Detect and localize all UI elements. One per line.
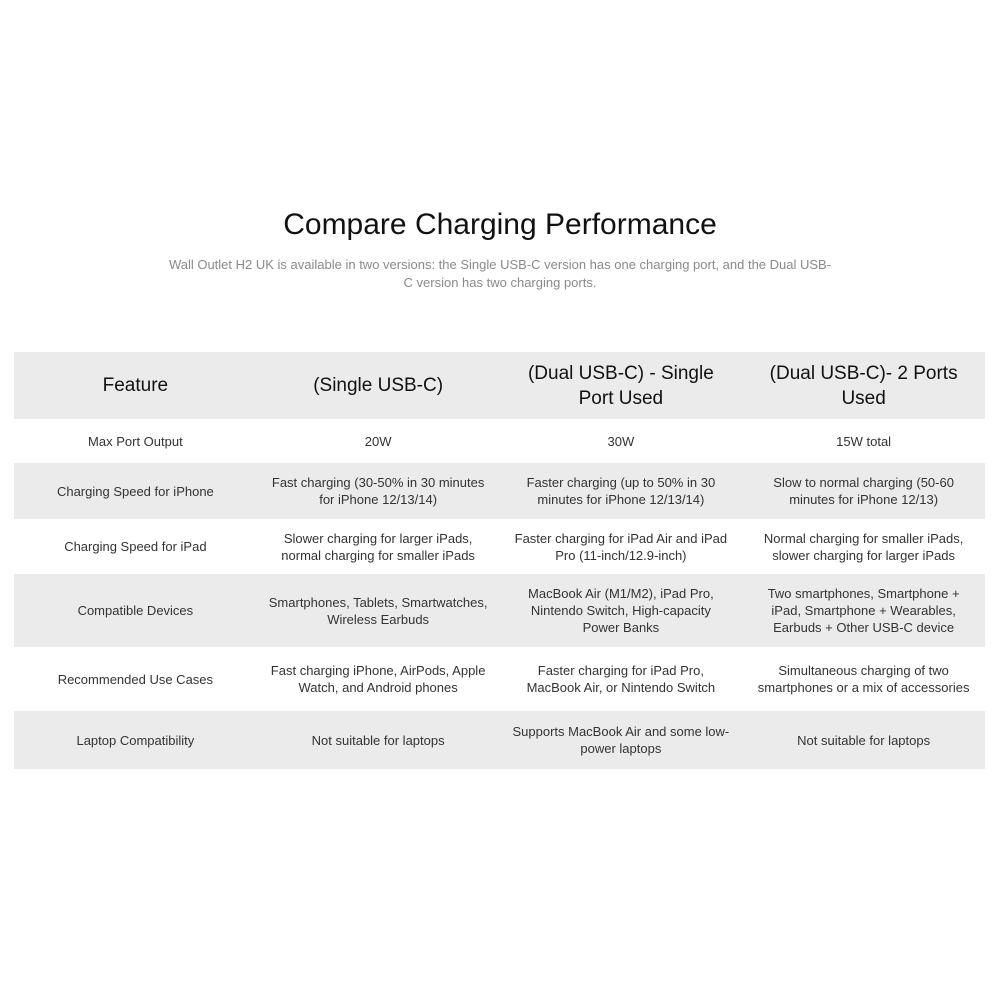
table-row: Laptop Compatibility Not suitable for lap… bbox=[14, 711, 985, 769]
column-header: (Dual USB-C) - Single Port Used bbox=[499, 352, 743, 419]
value-cell: Two smartphones, Smartphone + iPad, Smar… bbox=[742, 574, 985, 647]
feature-cell: Max Port Output bbox=[88, 433, 183, 449]
value-cell: Slow to normal charging (50-60 minutes f… bbox=[742, 463, 985, 519]
value-cell: Faster charging for iPad Pro, MacBook Ai… bbox=[526, 663, 716, 695]
page-title: Compare Charging Performance bbox=[283, 208, 717, 241]
feature-cell: Charging Speed for iPad bbox=[64, 539, 207, 554]
page-subtitle: Wall Outlet H2 UK is available in two ve… bbox=[168, 257, 832, 290]
value-cell: Smartphones, Tablets, Smartwatches, Wire… bbox=[256, 574, 500, 647]
table-header-row: Feature (Single USB-C) (Dual USB-C) - Si… bbox=[14, 352, 985, 419]
column-header: (Single USB-C) bbox=[256, 352, 500, 419]
table-row: Charging Speed for iPhone Fast charging (… bbox=[14, 463, 985, 519]
column-header: Feature bbox=[14, 352, 257, 419]
value-cell: Normal charging for smaller iPads, slowe… bbox=[763, 530, 964, 563]
column-header: (Dual USB-C)- 2 Ports Used bbox=[742, 352, 985, 419]
value-cell: Faster charging for iPad Air and iPad Pr… bbox=[514, 530, 728, 563]
table-row: Max Port Output 20W 30W 15W total bbox=[14, 419, 985, 463]
value-cell: Simultaneous charging of two smartphones… bbox=[757, 663, 970, 695]
value-cell: 30W bbox=[607, 433, 635, 449]
value-cell: Not suitable for laptops bbox=[742, 711, 985, 769]
value-cell: Supports MacBook Air and some low-power … bbox=[499, 711, 743, 769]
feature-cell: Compatible Devices bbox=[14, 574, 257, 647]
value-cell: Not suitable for laptops bbox=[256, 711, 500, 769]
comparison-table: Feature (Single USB-C) (Dual USB-C) - Si… bbox=[14, 352, 985, 769]
feature-cell: Charging Speed for iPhone bbox=[14, 463, 257, 519]
table-row: Compatible Devices Smartphones, Tablets, … bbox=[14, 574, 985, 647]
table-row: Charging Speed for iPad Slower charging f… bbox=[14, 519, 985, 574]
value-cell: Fast charging (30-50% in 30 minutes for … bbox=[256, 463, 500, 519]
value-cell: Fast charging iPhone, AirPods, Apple Wat… bbox=[270, 663, 486, 695]
feature-cell: Recommended Use Cases bbox=[57, 671, 214, 687]
value-cell: Faster charging (up to 50% in 30 minutes… bbox=[499, 463, 743, 519]
value-cell: MacBook Air (M1/M2), iPad Pro, Nintendo … bbox=[499, 574, 743, 647]
feature-cell: Laptop Compatibility bbox=[14, 711, 257, 769]
value-cell: Slower charging for larger iPads, normal… bbox=[281, 530, 475, 563]
value-cell: 15W total bbox=[836, 433, 892, 449]
table-row: Recommended Use Cases Fast charging iPhon… bbox=[14, 647, 985, 711]
value-cell: 20W bbox=[364, 433, 392, 449]
